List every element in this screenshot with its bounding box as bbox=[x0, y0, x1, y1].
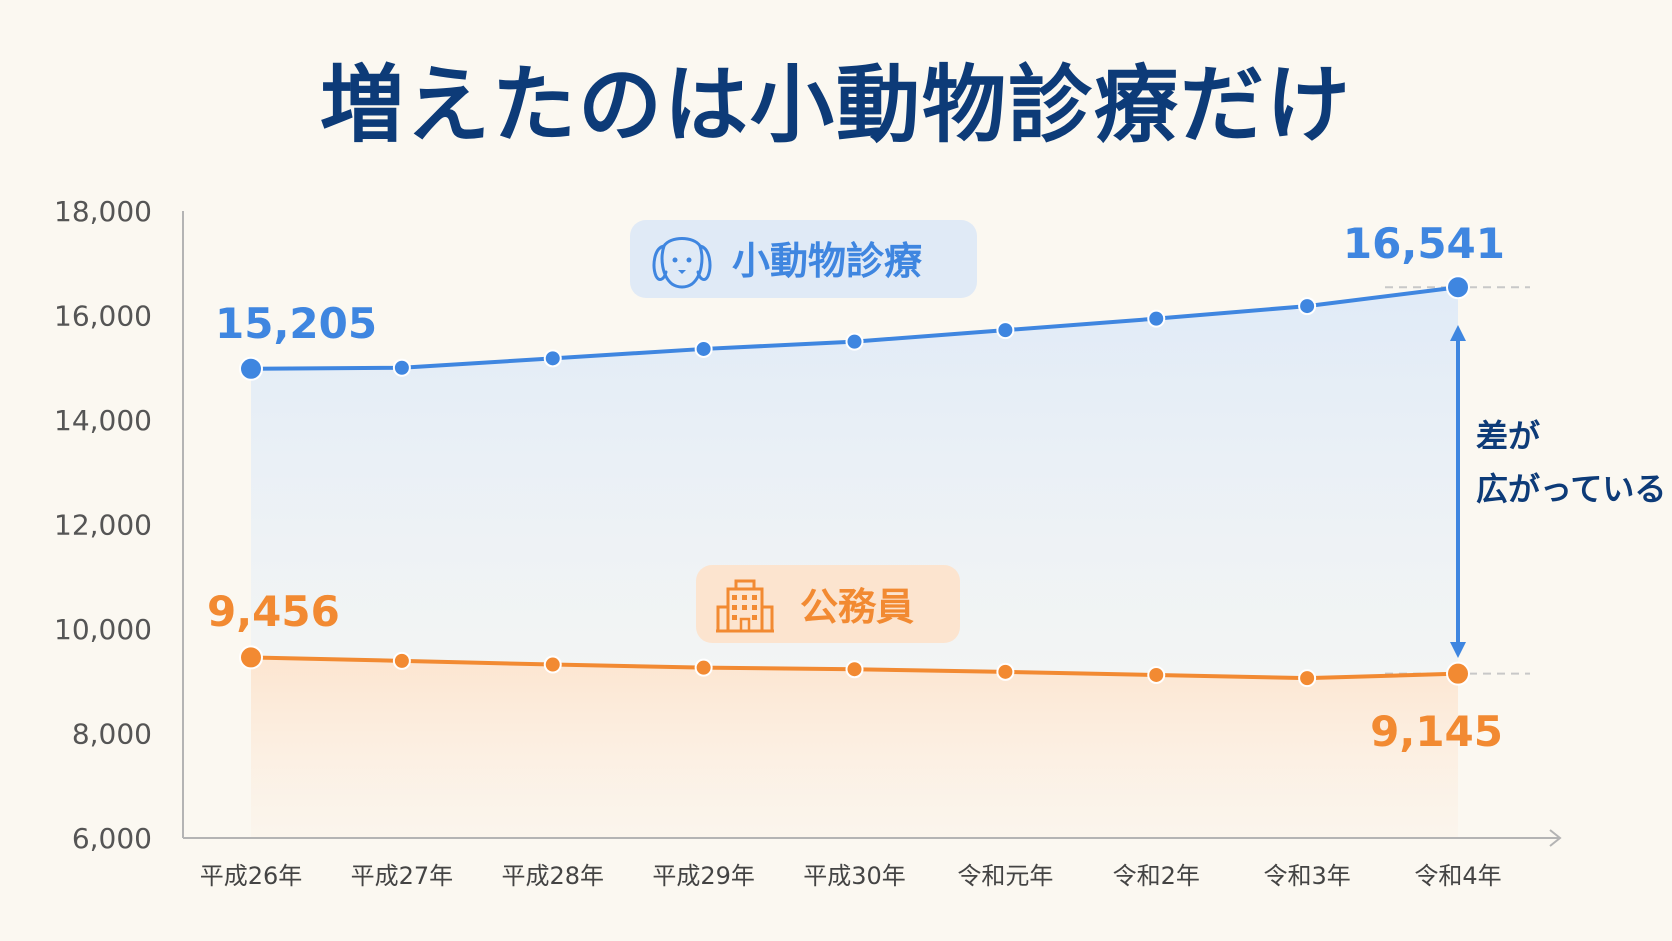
y-tick-label: 18,000 bbox=[54, 195, 152, 228]
data-point-civil-servant bbox=[239, 645, 263, 670]
data-point-civil-servant bbox=[694, 658, 713, 677]
data-point-small-animal bbox=[694, 339, 713, 358]
data-point-civil-servant bbox=[996, 662, 1015, 681]
legend-label-civil-servant: 公務員 bbox=[800, 585, 914, 629]
y-tick-label: 10,000 bbox=[54, 613, 152, 646]
gap-annotation-line2: 広がっている bbox=[1476, 470, 1666, 508]
data-label-start-civil-servant: 9,456 bbox=[207, 587, 340, 636]
legend-label-small-animal: 小動物診療 bbox=[732, 239, 923, 283]
x-tick-label: 平成26年 bbox=[200, 862, 303, 890]
y-tick-label: 16,000 bbox=[54, 300, 152, 333]
x-tick-label: 平成30年 bbox=[803, 862, 906, 890]
y-tick-label: 12,000 bbox=[54, 509, 152, 542]
data-point-civil-servant bbox=[1147, 665, 1166, 684]
data-point-small-animal bbox=[543, 349, 562, 368]
data-point-small-animal bbox=[845, 332, 864, 351]
y-tick-label: 8,000 bbox=[72, 718, 152, 751]
data-label-end-small-animal: 16,541 bbox=[1343, 219, 1505, 268]
y-tick-label: 6,000 bbox=[72, 822, 152, 855]
y-tick-label: 14,000 bbox=[54, 404, 152, 437]
x-axis-arrow-icon bbox=[1549, 829, 1562, 847]
x-tick-label: 平成27年 bbox=[351, 862, 454, 890]
area-small-animal bbox=[251, 287, 1458, 679]
data-point-small-animal bbox=[1446, 275, 1470, 300]
x-tick-label: 令和3年 bbox=[1263, 862, 1350, 890]
data-point-small-animal bbox=[392, 358, 411, 377]
page-title: 増えたのは小動物診療だけ bbox=[319, 56, 1352, 154]
area-civil-servant bbox=[251, 657, 1458, 838]
data-label-end-civil-servant: 9,145 bbox=[1370, 707, 1503, 756]
data-point-small-animal bbox=[996, 321, 1015, 340]
data-point-civil-servant bbox=[1446, 661, 1470, 686]
data-point-civil-servant bbox=[845, 660, 864, 679]
x-tick-label: 令和2年 bbox=[1113, 862, 1200, 890]
x-tick-label: 平成29年 bbox=[652, 862, 755, 890]
data-point-small-animal bbox=[1147, 309, 1166, 328]
legend-badge-small-animal bbox=[630, 220, 977, 298]
data-point-civil-servant bbox=[1298, 669, 1317, 688]
data-point-civil-servant bbox=[543, 655, 562, 674]
gap-annotation-line1: 差が bbox=[1476, 417, 1540, 455]
data-label-start-small-animal: 15,205 bbox=[215, 299, 377, 348]
x-tick-label: 令和4年 bbox=[1414, 862, 1501, 890]
building-icon bbox=[716, 579, 774, 633]
dog-icon bbox=[652, 237, 712, 289]
data-point-small-animal bbox=[239, 356, 263, 381]
x-tick-label: 令和元年 bbox=[957, 862, 1053, 890]
x-tick-label: 平成28年 bbox=[501, 862, 604, 890]
data-point-small-animal bbox=[1298, 297, 1317, 316]
data-point-civil-servant bbox=[392, 651, 411, 670]
